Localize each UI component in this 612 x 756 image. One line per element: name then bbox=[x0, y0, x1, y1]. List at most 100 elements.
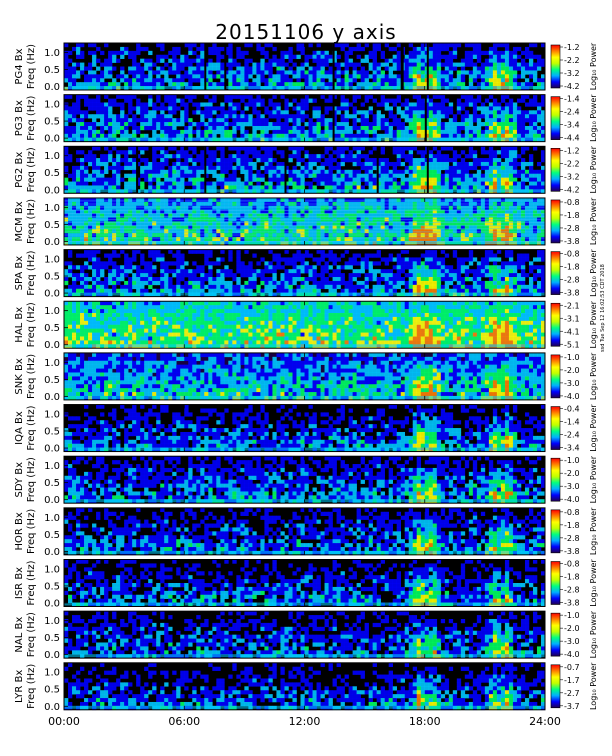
spectrogram-cell bbox=[348, 237, 353, 242]
spectrogram-cell bbox=[540, 125, 546, 131]
spectrogram-cell bbox=[268, 70, 273, 75]
spectrogram-cell bbox=[492, 158, 498, 163]
spectrogram-cell bbox=[104, 284, 109, 290]
spectrogram-cell bbox=[508, 150, 514, 155]
spectrogram-cell bbox=[204, 221, 209, 226]
spectrogram-cell bbox=[328, 205, 333, 210]
spectrogram-cell bbox=[136, 177, 141, 182]
spectrogram-cell bbox=[532, 118, 538, 123]
spectrogram-cell bbox=[136, 154, 141, 159]
spectrogram-cell bbox=[500, 225, 506, 230]
spectrogram-cell bbox=[316, 54, 321, 59]
spectrogram-cell bbox=[208, 66, 213, 71]
spectrogram-cell bbox=[264, 106, 269, 111]
spectrogram-cell bbox=[380, 205, 385, 210]
spectrogram-cell bbox=[148, 169, 153, 175]
spectrogram-cell bbox=[72, 284, 77, 290]
spectrogram-cell bbox=[108, 129, 113, 135]
spectrogram-cell bbox=[432, 46, 438, 52]
spectrogram-cell bbox=[208, 110, 213, 115]
spectrogram-cell bbox=[156, 66, 161, 71]
spectrogram-cell bbox=[320, 50, 325, 56]
spectrogram-cell bbox=[416, 78, 422, 83]
spectrogram-cell bbox=[160, 118, 165, 123]
spectrogram-cell bbox=[188, 221, 193, 226]
spectrogram-cell bbox=[364, 154, 369, 159]
spectrogram-cell bbox=[400, 197, 406, 203]
spectrogram-cell bbox=[192, 197, 197, 203]
spectrogram-cell bbox=[88, 253, 93, 258]
spectrogram-cell bbox=[296, 74, 301, 79]
spectrogram-cell bbox=[324, 229, 329, 234]
spectrogram-cell bbox=[284, 221, 289, 226]
spectrogram-cell bbox=[444, 129, 450, 135]
spectrogram-cell bbox=[428, 173, 434, 178]
spectrogram-cell bbox=[96, 78, 101, 83]
spectrogram-cell bbox=[112, 205, 117, 210]
spectrogram-cell bbox=[168, 205, 173, 210]
spectrogram-cell bbox=[100, 114, 105, 119]
spectrogram-cell bbox=[460, 213, 466, 218]
spectrogram-cell bbox=[408, 54, 414, 59]
spectrogram-cell bbox=[348, 221, 353, 226]
spectrogram-cell bbox=[216, 161, 221, 167]
spectrogram-cell bbox=[404, 154, 410, 159]
spectrogram-cell bbox=[328, 177, 333, 182]
spectrogram-cell bbox=[84, 177, 89, 182]
spectrogram-cell bbox=[340, 98, 345, 103]
spectrogram-cell bbox=[168, 50, 173, 56]
spectrogram-cell bbox=[244, 209, 249, 214]
spectrogram-cell bbox=[396, 197, 401, 203]
spectrogram-cell bbox=[172, 106, 177, 111]
spectrogram-cell bbox=[392, 213, 397, 218]
spectrogram-cell bbox=[316, 110, 321, 115]
spectrogram-cell bbox=[156, 173, 161, 178]
spectrogram-cell bbox=[156, 54, 161, 59]
spectrogram-cell bbox=[380, 133, 385, 139]
spectrogram-cell bbox=[392, 46, 397, 52]
spectrogram-cell bbox=[312, 110, 317, 115]
spectrogram-cell bbox=[496, 133, 502, 139]
spectrogram-cell bbox=[360, 114, 365, 119]
spectrogram-cell bbox=[88, 177, 93, 182]
spectrogram-cell bbox=[316, 209, 321, 214]
spectrogram-cell bbox=[252, 165, 257, 171]
spectrogram-cell bbox=[260, 197, 265, 203]
spectrogram-cell bbox=[92, 158, 97, 163]
spectrogram-cell bbox=[252, 237, 257, 242]
spectrogram-cell bbox=[456, 70, 462, 75]
spectrogram-cell bbox=[220, 122, 225, 127]
spectrogram-cell bbox=[476, 229, 482, 234]
spectrogram-cell bbox=[412, 146, 418, 151]
spectrogram-cell bbox=[160, 154, 165, 159]
spectrogram-cell bbox=[164, 213, 169, 218]
spectrogram-cell bbox=[512, 213, 518, 218]
spectrogram-cell bbox=[324, 133, 329, 139]
spectrogram-cell bbox=[196, 106, 201, 111]
spectrogram-cell bbox=[96, 273, 101, 278]
spectrogram-cell bbox=[292, 209, 297, 214]
spectrogram-cell bbox=[308, 70, 313, 75]
spectrogram-cell bbox=[500, 62, 506, 67]
spectrogram-cell bbox=[404, 205, 410, 210]
spectrogram-cell bbox=[356, 70, 361, 75]
spectrogram-cell bbox=[80, 265, 85, 270]
spectrogram-cell bbox=[196, 54, 201, 59]
spectrogram-cell bbox=[500, 181, 506, 186]
spectrogram-cell bbox=[260, 70, 265, 75]
spectrogram-cell bbox=[236, 146, 241, 151]
spectrogram-cell bbox=[508, 133, 514, 139]
spectrogram-cell bbox=[528, 50, 534, 56]
spectrogram-cell bbox=[396, 229, 401, 234]
spectrogram-cell bbox=[248, 122, 253, 127]
spectrogram-cell bbox=[308, 221, 313, 226]
spectrogram-cell bbox=[192, 122, 197, 127]
spectrogram-cell bbox=[516, 46, 522, 52]
spectrogram-cell bbox=[232, 154, 237, 159]
spectrogram-cell bbox=[220, 185, 225, 190]
colorbar bbox=[550, 44, 561, 89]
spectrogram-cell bbox=[100, 181, 105, 186]
spectrogram-cell bbox=[168, 177, 173, 182]
spectrogram-cell bbox=[280, 169, 285, 175]
spectrogram-cell bbox=[88, 43, 93, 48]
